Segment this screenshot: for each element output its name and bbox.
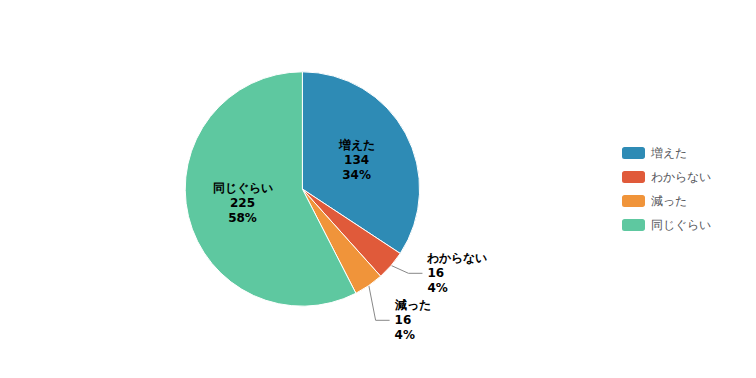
svg-text:増えた: 増えた [338, 138, 375, 152]
svg-text:4%: 4% [395, 328, 415, 342]
svg-text:16: 16 [427, 266, 444, 280]
svg-text:58%: 58% [228, 211, 257, 225]
svg-text:134: 134 [344, 153, 369, 167]
svg-text:減った: 減った [394, 298, 431, 312]
svg-text:同じぐらい: 同じぐらい [651, 218, 711, 232]
svg-text:わからない: わからない [426, 251, 487, 265]
svg-text:4%: 4% [427, 281, 447, 295]
svg-text:増えた: 増えた [650, 146, 687, 160]
svg-text:16: 16 [395, 313, 412, 327]
svg-text:減った: 減った [651, 194, 687, 208]
svg-text:34%: 34% [342, 168, 371, 182]
svg-text:225: 225 [230, 196, 255, 210]
svg-text:わからない: わからない [651, 170, 711, 184]
svg-text:同じぐらい: 同じぐらい [213, 181, 273, 195]
